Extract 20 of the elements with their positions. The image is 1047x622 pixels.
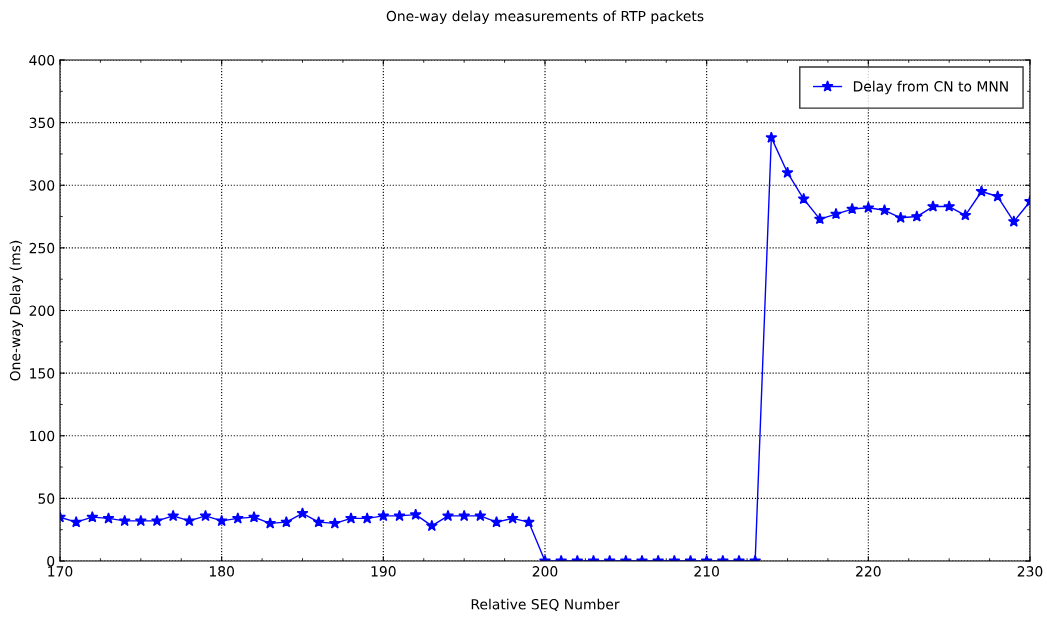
x-tick-label: 190 bbox=[371, 566, 396, 577]
y-tick-label: 350 bbox=[29, 117, 55, 129]
x-tick-label: 200 bbox=[532, 566, 558, 577]
y-tick-label: 300 bbox=[29, 180, 55, 191]
y-tick-label: 100 bbox=[30, 430, 55, 442]
chart-title: One-way delay measurements of RTP packets bbox=[386, 10, 704, 24]
legend-label: Delay from CN to MNN bbox=[853, 80, 1008, 95]
y-tick-label: 250 bbox=[29, 242, 55, 254]
x-tick-label: 180 bbox=[209, 566, 234, 577]
x-axis-title: Relative SEQ Number bbox=[471, 598, 620, 612]
x-tick-label: 210 bbox=[694, 566, 719, 577]
y-tick-label: 200 bbox=[29, 305, 55, 316]
x-tick-label: 170 bbox=[48, 566, 73, 577]
y-tick-label: 150 bbox=[30, 368, 55, 379]
y-axis-title: One-way Delay (ms) bbox=[9, 240, 24, 381]
x-tick-label: 230 bbox=[1017, 566, 1043, 577]
x-tick-label: 220 bbox=[856, 566, 881, 577]
y-tick-label: 50 bbox=[38, 493, 55, 504]
y-tick-label: 400 bbox=[29, 54, 55, 66]
y-tick-label: 0 bbox=[47, 555, 55, 567]
